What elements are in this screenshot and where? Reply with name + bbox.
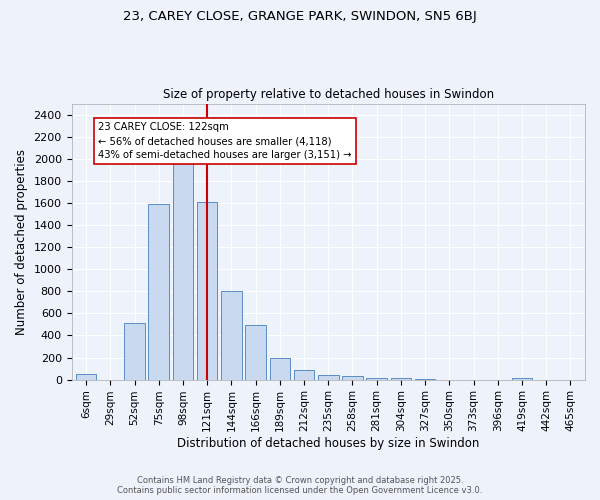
Bar [76, 374, 97, 380]
Text: 23 CAREY CLOSE: 122sqm
← 56% of detached houses are smaller (4,118)
43% of semi-: 23 CAREY CLOSE: 122sqm ← 56% of detached… [98, 122, 352, 160]
Bar [512, 378, 532, 380]
Bar [318, 374, 338, 380]
Bar [367, 378, 387, 380]
X-axis label: Distribution of detached houses by size in Swindon: Distribution of detached houses by size … [177, 437, 479, 450]
Bar [173, 162, 193, 380]
Bar [148, 204, 169, 380]
Text: 23, CAREY CLOSE, GRANGE PARK, SWINDON, SN5 6BJ: 23, CAREY CLOSE, GRANGE PARK, SWINDON, S… [123, 10, 477, 23]
Bar [245, 326, 266, 380]
Bar [294, 370, 314, 380]
Text: Contains HM Land Registry data © Crown copyright and database right 2025.
Contai: Contains HM Land Registry data © Crown c… [118, 476, 482, 495]
Title: Size of property relative to detached houses in Swindon: Size of property relative to detached ho… [163, 88, 494, 101]
Bar [391, 378, 411, 380]
Bar [342, 376, 363, 380]
Bar [197, 202, 217, 380]
Bar [221, 292, 242, 380]
Y-axis label: Number of detached properties: Number of detached properties [15, 148, 28, 334]
Bar [415, 379, 436, 380]
Bar [269, 358, 290, 380]
Bar [124, 324, 145, 380]
